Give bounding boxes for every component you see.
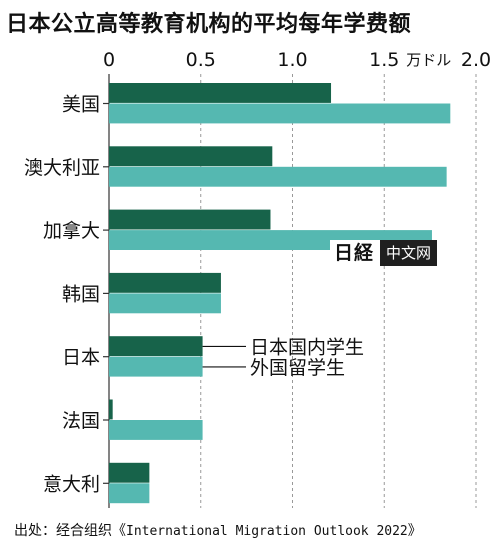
category-label: 加拿大 (43, 219, 100, 242)
chart-title: 日本公立高等教育机构的平均每年学费额 (6, 12, 412, 37)
x-tick-label: 0 (103, 49, 115, 71)
bar-international (109, 483, 150, 504)
x-tick-label: 1.0 (277, 49, 307, 71)
bar-domestic (109, 83, 332, 103)
watermark-logo: 日経 (330, 240, 381, 266)
category-label: 澳大利亚 (24, 157, 100, 179)
bar-domestic (109, 272, 221, 293)
source-prefix: 出处：经合组织《 (14, 523, 126, 539)
watermark: 日経 中文网 (330, 240, 438, 266)
category-label: 韩国 (62, 283, 100, 305)
legend-label: 日本国内学生 (250, 336, 364, 358)
bar-domestic (109, 399, 113, 420)
source-note: 出处：经合组织《International Migration Outlook … (14, 520, 422, 540)
bar-international (109, 293, 221, 314)
category-label: 美国 (62, 94, 100, 116)
bar-domestic (109, 146, 273, 167)
bar-international (109, 356, 203, 377)
watermark-text: 中文网 (380, 240, 438, 266)
category-label: 日本 (62, 347, 100, 369)
bar-international (109, 166, 447, 187)
legend-label: 外国留学生 (250, 357, 345, 379)
bar-domestic (109, 336, 203, 357)
bar-domestic (109, 462, 150, 483)
source-name: International Migration Outlook 2022 (126, 524, 408, 539)
x-tick-label: 2.0 (461, 49, 491, 71)
category-label: 意大利 (43, 473, 100, 495)
category-label: 法国 (62, 410, 100, 432)
source-suffix: 》 (407, 523, 422, 539)
unit-label: 万ドル (406, 51, 451, 69)
bar-international (109, 103, 451, 124)
x-tick-label: 1.5 (369, 49, 399, 71)
bar-international (109, 420, 203, 440)
bar-domestic (109, 209, 271, 230)
x-tick-label: 0.5 (186, 49, 216, 71)
